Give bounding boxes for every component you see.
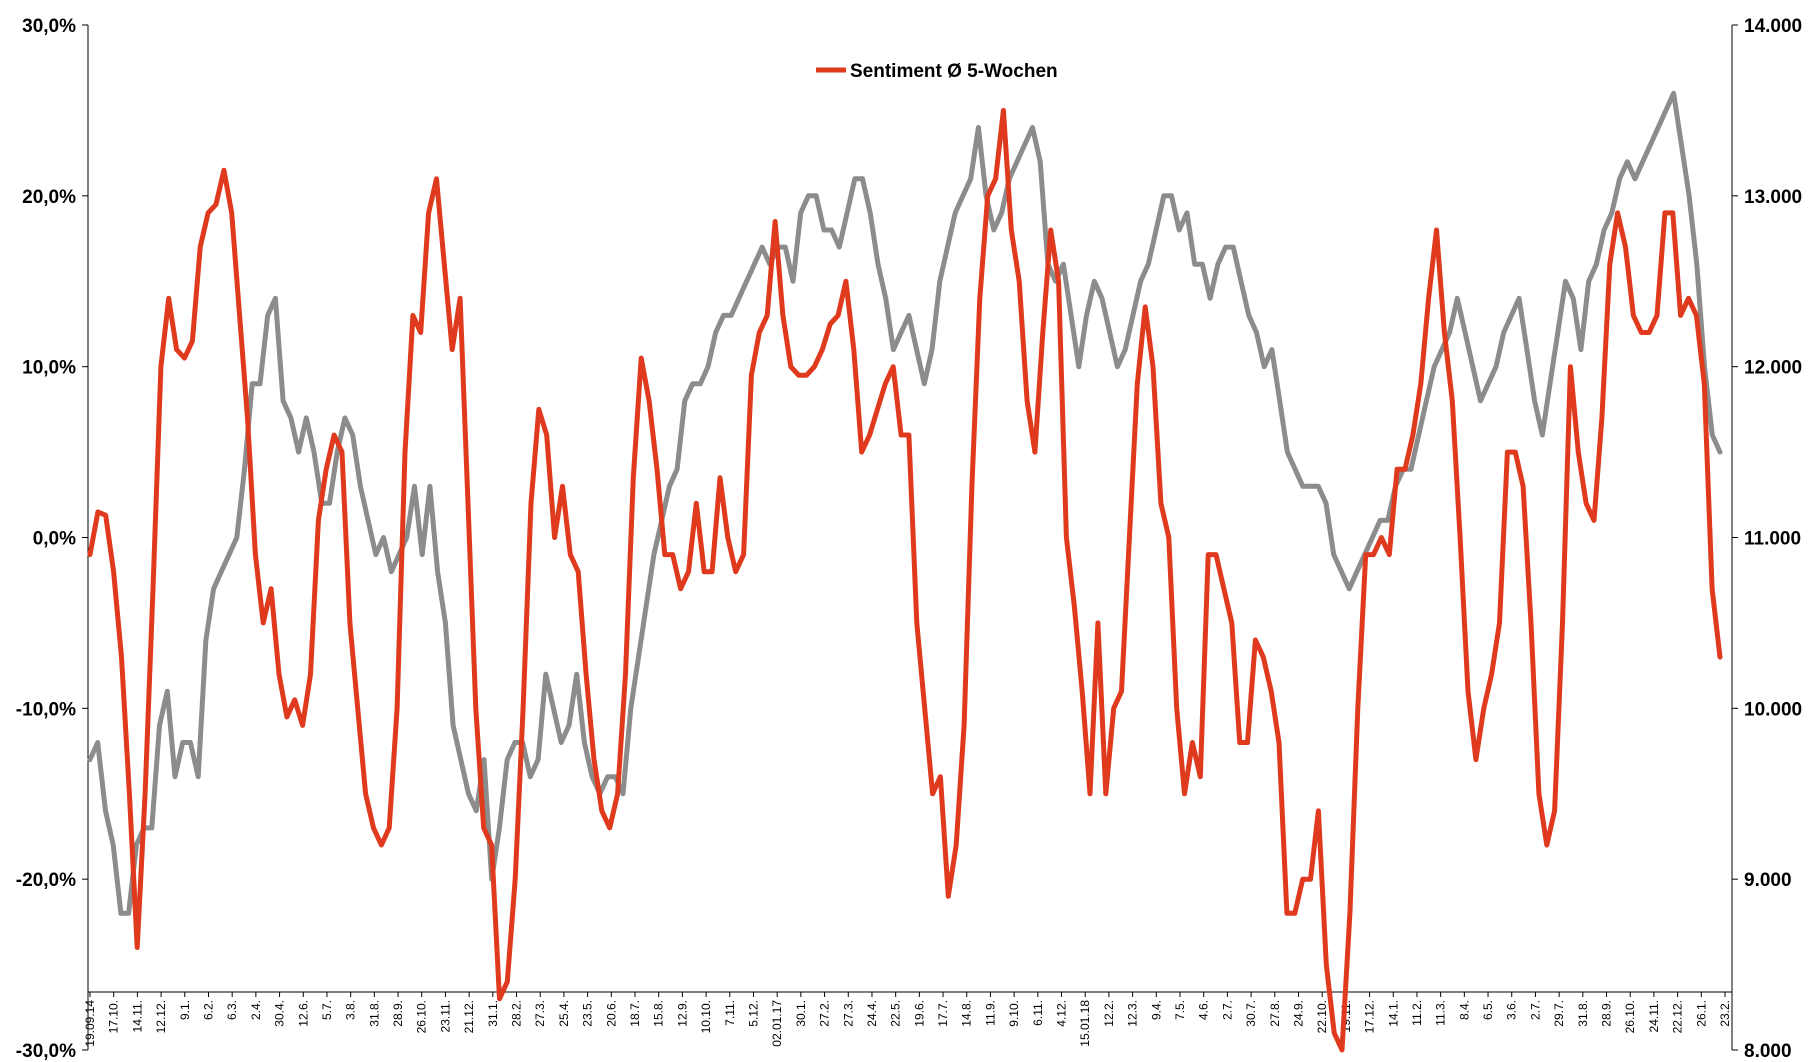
x-tick-label: 19.6. [912,1000,926,1027]
x-tick-label: 28.2. [510,1000,524,1027]
x-tick-label: 15.8. [652,1000,666,1027]
left-tick-label: 10,0% [22,358,76,379]
x-tick-label: 8.4. [1457,1000,1471,1020]
x-tick-label: 7.5. [1173,1000,1187,1020]
x-tick-label: 9.1. [178,1000,192,1020]
x-tick-label: 28.9. [1600,1000,1614,1027]
left-tick-label: -30,0% [16,1041,76,1062]
x-tick-label: 12.3. [1126,1000,1140,1027]
legend: Sentiment Ø 5-Wochen [816,61,1058,82]
series-line-sentiment [87,107,1723,1053]
x-tick-label: 6.11. [1031,1000,1045,1026]
x-tick-label: 4.6. [1197,1000,1211,1020]
x-tick-label: 6.5. [1481,1000,1495,1020]
left-tick-label: -10,0% [16,699,76,720]
x-tick-label: 23.5. [581,1000,595,1027]
x-tick-label: 22.5. [889,1000,903,1027]
x-tick-label: 5.7. [320,1000,334,1020]
x-tick-label: 21.12. [462,1000,476,1033]
x-tick-label: 22.10. [1315,1000,1329,1033]
x-tick-label: 6.2. [201,1000,215,1020]
x-tick-label: 25.4. [557,1000,571,1027]
right-tick-label: 8.000 [1744,1041,1792,1062]
x-tick-label: 17.7. [936,1000,950,1027]
x-tick-label: 22.12. [1671,1000,1685,1033]
x-tick-label: 31.1. [486,1000,500,1027]
x-tick-label: 9.10. [1007,1000,1021,1027]
x-tick-label: 17.12. [1363,1000,1377,1033]
x-tick-label: 2.4. [249,1000,263,1020]
x-tick-label: 11.2. [1410,1000,1424,1026]
x-tick-label: 12.2. [1102,1000,1116,1027]
left-tick-label: -20,0% [16,870,76,891]
x-tick-label: 12.6. [296,1000,310,1027]
right-tick-label: 11.000 [1744,529,1801,550]
right-tick-label: 12.000 [1744,358,1802,379]
x-tick-label: 17.10. [107,1000,121,1033]
x-tick-label: 23.2. [1718,1000,1732,1027]
x-axis-ticks: 19.09.14 17.10. 14.11. 12.12. 9.1. 6.2. 6.3. 2.… [83,992,1732,1047]
right-tick-label: 9.000 [1744,870,1792,891]
x-tick-label: 19.09.14 [83,1000,97,1047]
x-tick-label: 7.11. [723,1000,737,1026]
x-tick-label: 12.12. [154,1000,168,1033]
x-tick-label: 27.2. [818,1000,832,1027]
x-tick-label: 02.01.17 [770,1000,784,1047]
x-tick-label: 23.11. [438,1000,452,1032]
right-tick-label: 14.000 [1744,16,1802,37]
x-tick-label: 14.11. [130,1000,144,1032]
x-tick-label: 26.10. [1623,1000,1637,1033]
x-tick-label: 24.4. [865,1000,879,1027]
right-axis-ticks: 14.000 13.000 12.000 11.000 10.000 9.000 8.000 [1732,16,1802,1062]
x-tick-label: 3.8. [344,1000,358,1020]
left-axis-ticks: 30,0% 20,0% 10,0% 0,0% -10,0% -20,0% -30,0% [16,16,88,1062]
x-tick-label: 31.8. [367,1000,381,1027]
x-tick-label: 26.10. [415,1000,429,1033]
x-tick-label: 2.7. [1220,1000,1234,1020]
x-tick-label: 27.8. [1268,1000,1282,1027]
x-tick-label: 5.12. [746,1000,760,1027]
x-tick-label: 11.3. [1434,1000,1448,1026]
x-tick-label: 28.9. [391,1000,405,1027]
x-tick-label: 29.7. [1552,1000,1566,1027]
x-tick-label: 31.8. [1576,1000,1590,1027]
x-tick-label: 10.10. [699,1000,713,1033]
x-tick-label: 2.7. [1528,1000,1542,1020]
x-tick-label: 12.9. [675,1000,689,1027]
left-tick-label: 20,0% [22,187,76,208]
x-tick-label: 9.4. [1149,1000,1163,1020]
x-tick-label: 27.3. [841,1000,855,1027]
x-tick-label: 6.3. [225,1000,239,1020]
x-tick-label: 24.11. [1647,1000,1661,1032]
series-layer [87,90,1723,1053]
x-tick-label: 4.12. [1055,1000,1069,1027]
x-tick-label: 14.1. [1386,1000,1400,1027]
x-tick-label: 24.9. [1291,1000,1305,1027]
x-tick-label: 11.9. [983,1000,997,1026]
x-tick-label: 15.01.18 [1078,1000,1092,1047]
x-tick-label: 26.1. [1694,1000,1708,1027]
right-tick-label: 10.000 [1744,699,1802,720]
x-tick-label: 14.8. [960,1000,974,1027]
series-line-index [87,90,1723,916]
x-tick-label: 20.6. [604,1000,618,1027]
right-tick-label: 13.000 [1744,187,1802,208]
legend-label-sentiment: Sentiment Ø 5-Wochen [850,61,1058,82]
x-tick-label: 27.3. [533,1000,547,1027]
x-tick-label: 18.7. [628,1000,642,1027]
x-tick-label: 30.7. [1244,1000,1258,1027]
left-tick-label: 30,0% [22,16,76,37]
x-tick-label: 30.4. [273,1000,287,1027]
left-tick-label: 0,0% [33,529,76,550]
x-tick-label: 3.6. [1505,1000,1519,1020]
x-tick-label: 30.1. [794,1000,808,1027]
